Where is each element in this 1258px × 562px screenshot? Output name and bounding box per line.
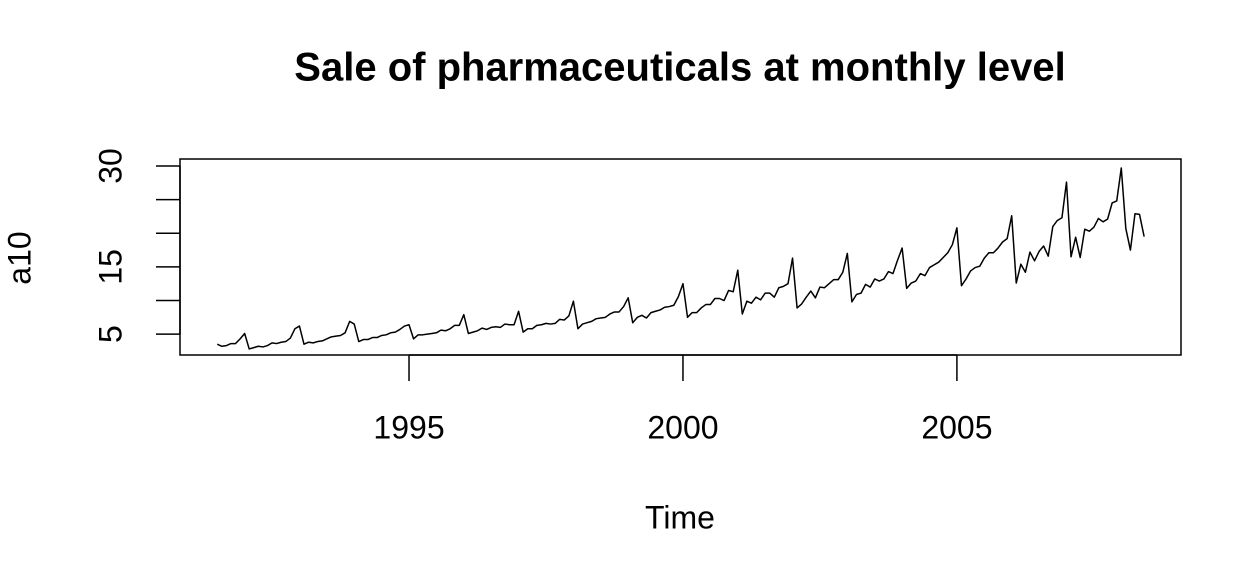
y-tick-label: 30 xyxy=(92,148,128,184)
chart-title: Sale of pharmaceuticals at monthly level xyxy=(294,46,1065,90)
plot-box xyxy=(179,158,1182,356)
series-line xyxy=(216,167,1145,350)
x-tick-label: 1995 xyxy=(373,409,444,445)
x-axis-label: Time xyxy=(645,499,715,535)
y-tick-label: 15 xyxy=(92,249,128,285)
y-axis-label: a10 xyxy=(1,231,37,284)
x-tick-label: 2000 xyxy=(647,409,718,445)
y-tick-label: 5 xyxy=(92,325,128,343)
x-tick-label: 2005 xyxy=(921,409,992,445)
